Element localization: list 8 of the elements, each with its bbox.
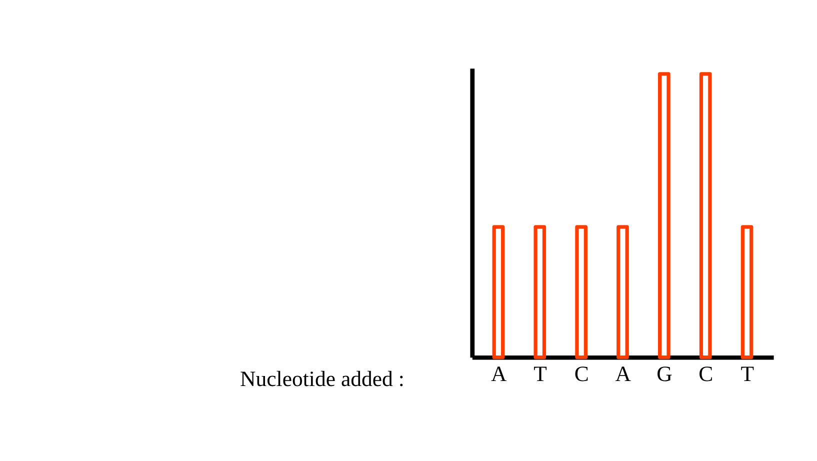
x-axis-title: Nucleotide added : <box>240 366 404 391</box>
x-tick-label: C <box>574 362 589 386</box>
x-tick-label: T <box>740 362 754 386</box>
x-tick-label: A <box>490 362 507 386</box>
x-tick-label: G <box>656 362 673 386</box>
x-tick-label: T <box>534 362 547 386</box>
x-tick-label: C <box>698 362 714 386</box>
x-tick-label: A <box>615 362 632 386</box>
